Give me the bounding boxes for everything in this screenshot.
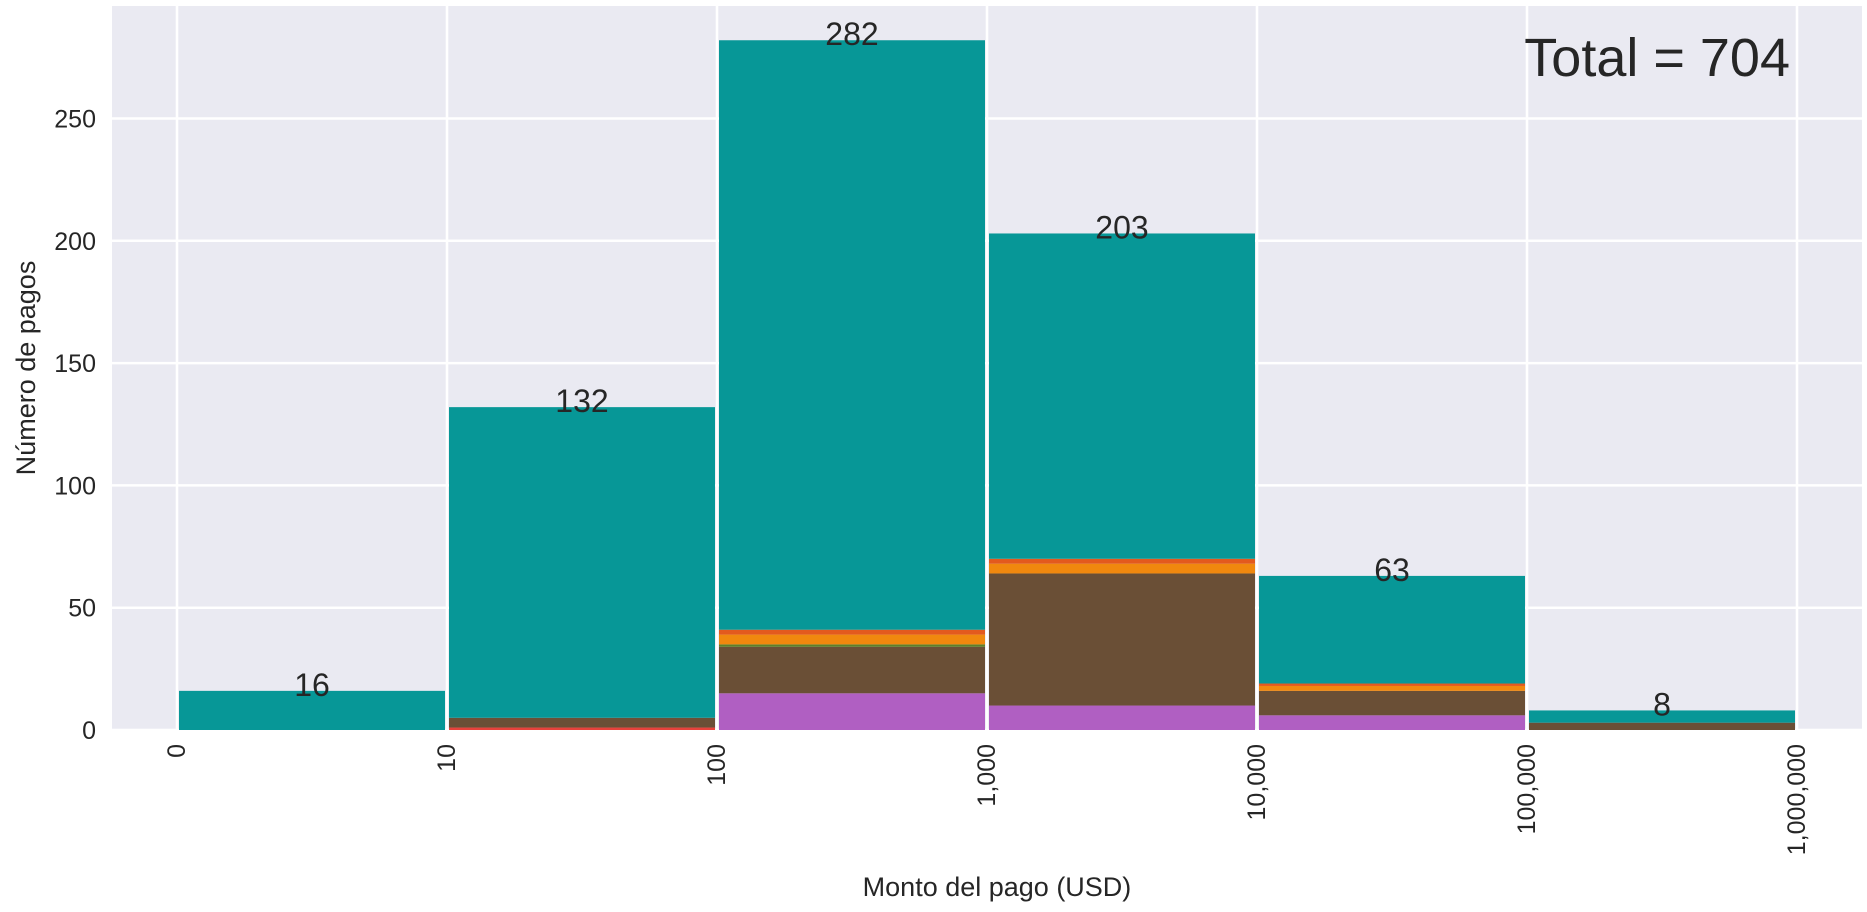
bar-segment <box>719 629 985 635</box>
bar-total-label: 8 <box>1653 686 1671 722</box>
bars <box>179 40 1795 730</box>
bar-segment <box>719 693 985 730</box>
bar-segment <box>989 705 1255 730</box>
bar-segment <box>1259 683 1525 686</box>
bar-segment <box>1259 690 1525 716</box>
bar-segment <box>989 558 1255 564</box>
bar-total-label: 132 <box>555 383 608 419</box>
bar-segment <box>449 717 715 728</box>
y-tick-label: 0 <box>82 717 96 745</box>
bar-segment <box>989 563 1255 574</box>
bar-segment <box>449 407 715 718</box>
x-tick-label: 10,000 <box>1243 744 1271 820</box>
y-tick-label: 150 <box>54 350 96 378</box>
bar-total-label: 63 <box>1374 552 1410 588</box>
bar-segment <box>1259 715 1525 730</box>
bar-segment <box>1259 685 1525 691</box>
x-tick-labels: 0 10 100 1,000 10,000 100,000 1,000,000 <box>163 744 1811 855</box>
grid-lines <box>112 6 1862 732</box>
bar-segment <box>1529 710 1795 723</box>
x-tick-label: 10 <box>433 744 461 772</box>
x-tick-label: 1,000 <box>973 744 1001 807</box>
bar-segment <box>719 40 985 630</box>
bar-total-label: 282 <box>825 16 878 52</box>
y-tick-label: 100 <box>54 472 96 500</box>
bar-total-label: 16 <box>294 667 330 703</box>
bar-segment <box>179 690 445 730</box>
x-tick-label: 1,000,000 <box>1783 744 1811 855</box>
x-axis-label: Monto del pago (USD) <box>863 872 1132 902</box>
y-tick-labels: 0 50 100 150 200 250 <box>54 106 96 745</box>
y-tick-label: 200 <box>54 228 96 256</box>
y-axis-label: Número de pagos <box>11 261 41 476</box>
bar-segment <box>719 644 985 647</box>
x-tick-label: 0 <box>163 744 191 758</box>
bar-segment <box>719 646 985 694</box>
x-tick-label: 100 <box>703 744 731 786</box>
bar-segment <box>449 727 715 730</box>
y-tick-label: 50 <box>68 595 96 623</box>
bar-segment <box>1529 722 1795 730</box>
bar-total-label: 203 <box>1095 209 1148 245</box>
x-tick-label: 100,000 <box>1513 744 1541 834</box>
y-tick-label: 250 <box>54 106 96 134</box>
bar-segment <box>1259 575 1525 684</box>
bar-segment <box>989 233 1255 559</box>
total-annotation: Total = 704 <box>1524 28 1790 88</box>
bar-segment <box>989 573 1255 706</box>
bar-segment <box>719 634 985 645</box>
data-labels: 16 132 282 203 63 8 <box>294 16 1671 722</box>
